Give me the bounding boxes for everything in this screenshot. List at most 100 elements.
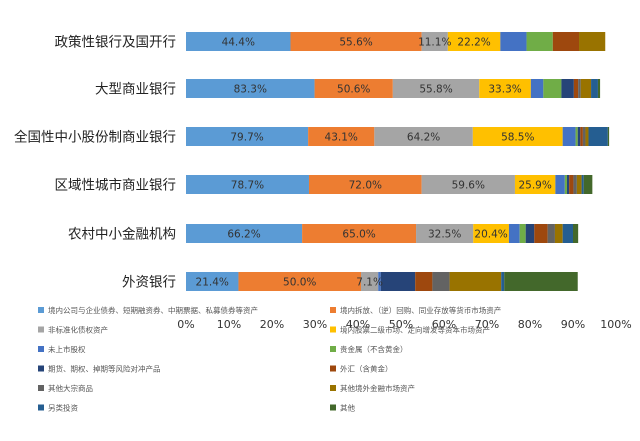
bar-segment xyxy=(302,224,417,243)
bar-segment xyxy=(582,127,586,146)
bar-segment xyxy=(525,224,535,243)
bar-segment xyxy=(473,224,509,243)
bar-segment xyxy=(378,272,381,291)
data-label: 33.3% xyxy=(488,84,521,96)
legend-swatch xyxy=(38,346,44,352)
legend-swatch xyxy=(330,346,336,352)
bar-segment xyxy=(583,175,593,194)
bar-segment xyxy=(421,32,448,51)
bar-segment xyxy=(580,127,583,146)
data-label: 65.0% xyxy=(342,229,375,241)
bar-segment xyxy=(314,79,393,98)
bar-segment xyxy=(447,32,501,51)
bar-segment xyxy=(547,224,555,243)
bar-segment xyxy=(472,127,563,146)
bar-segment xyxy=(579,32,606,51)
data-label: 20.4% xyxy=(474,229,507,241)
bar-segment xyxy=(607,127,610,146)
data-label: 79.7% xyxy=(230,132,263,144)
bar-segment xyxy=(564,175,567,194)
bar-segment xyxy=(575,127,578,146)
bar-segment xyxy=(552,32,580,51)
legend-label: 外汇（含黄金） xyxy=(340,364,393,374)
bar-segment xyxy=(501,272,505,291)
data-label: 55.6% xyxy=(339,37,372,49)
legend-swatch xyxy=(330,385,336,391)
legend-label: 期货、期权、掉期等风险对冲产品 xyxy=(48,364,161,374)
bar-segment xyxy=(561,79,574,98)
x-tick-label: 100% xyxy=(600,318,631,331)
bar-segment xyxy=(186,32,291,51)
legend-label: 其他境外金融市场资产 xyxy=(340,383,415,393)
legend-swatch xyxy=(38,326,44,333)
legend-swatch xyxy=(330,326,336,333)
legend-label: 非标准化债权资产 xyxy=(48,325,108,335)
bar-segment xyxy=(186,272,239,291)
legend-swatch xyxy=(330,404,336,411)
data-label: 72.0% xyxy=(349,180,382,192)
data-label: 83.3% xyxy=(234,84,267,96)
category-label: 全国性中小股份制商业银行 xyxy=(14,129,176,146)
bar-segment xyxy=(380,272,416,291)
bar-segment xyxy=(186,79,315,98)
data-label: 50.6% xyxy=(337,84,370,96)
data-label: 22.2% xyxy=(457,37,490,49)
bar-segment xyxy=(392,79,480,98)
bar-segment xyxy=(238,272,362,291)
bar-segment xyxy=(543,79,562,98)
data-labels: 44.4% 55.6% 11.1% 22.2% 83.3% 50.6% 55.8% 33.3%… xyxy=(196,37,552,289)
data-label: 44.4% xyxy=(222,37,255,49)
category-label: 农村中小金融机构 xyxy=(68,227,176,243)
data-label: 7.1% xyxy=(356,277,383,289)
bar-segment xyxy=(577,127,581,146)
bar-segment xyxy=(500,32,527,51)
bar-segment xyxy=(585,127,589,146)
bar-segment xyxy=(290,32,422,51)
bar-segment xyxy=(573,224,579,243)
bar-segment xyxy=(534,224,548,243)
bar-segment xyxy=(581,175,584,194)
bar-segment xyxy=(308,127,375,146)
category-label: 大型商业银行 xyxy=(95,82,176,98)
bar-segment xyxy=(562,224,573,243)
legend-swatch xyxy=(38,365,44,372)
bar-segment xyxy=(519,224,526,243)
bar-segment xyxy=(361,272,379,291)
legend-label: 境内公司与企业债券、短期融资券、中期票据、私募债券等资产 xyxy=(48,305,258,315)
x-tick-label: 70% xyxy=(475,318,499,331)
legend-swatch xyxy=(38,404,44,411)
bar-segment xyxy=(566,175,570,194)
category-label: 政策性银行及国开行 xyxy=(55,34,177,51)
bar-segment xyxy=(578,79,581,98)
bar-segment xyxy=(580,79,592,98)
category-label: 外资银行 xyxy=(122,275,176,291)
bar-segment xyxy=(597,79,601,98)
x-axis-tick-labels: 0% 10% 20% 30% 40% 50% 60% 70% 80% 90% 100% xyxy=(177,318,631,331)
category-label: 区域性城市商业银行 xyxy=(55,177,177,194)
bar-segment xyxy=(573,79,579,98)
data-label: 55.8% xyxy=(419,84,452,96)
x-tick-label: 50% xyxy=(389,318,413,331)
legend-label: 境内拆放、（逆）回购、同业存放等货币市场资产 xyxy=(340,305,501,315)
bar-segment xyxy=(562,127,576,146)
x-tick-label: 10% xyxy=(217,318,241,331)
x-tick-label: 40% xyxy=(346,318,370,331)
data-label: 21.4% xyxy=(196,277,229,289)
bar-segment xyxy=(504,272,578,291)
bar-segment xyxy=(569,175,574,194)
data-label: 58.5% xyxy=(501,132,534,144)
legend-label: 未上市股权 xyxy=(48,344,86,354)
bar-segment xyxy=(576,175,582,194)
bar-segment xyxy=(374,127,473,146)
x-tick-label: 30% xyxy=(303,318,327,331)
category-labels: 政策性银行及国开行大型商业银行全国性中小股份制商业银行区域性城市商业银行农村中小… xyxy=(14,34,176,291)
bar-segment xyxy=(591,79,598,98)
bar-segment xyxy=(554,224,563,243)
x-tick-label: 90% xyxy=(561,318,585,331)
bar-segment xyxy=(526,32,553,51)
bar-segment xyxy=(449,272,502,291)
bar-segment xyxy=(186,175,309,194)
legend-label: 其他 xyxy=(340,403,355,413)
x-tick-label: 0% xyxy=(177,318,194,331)
